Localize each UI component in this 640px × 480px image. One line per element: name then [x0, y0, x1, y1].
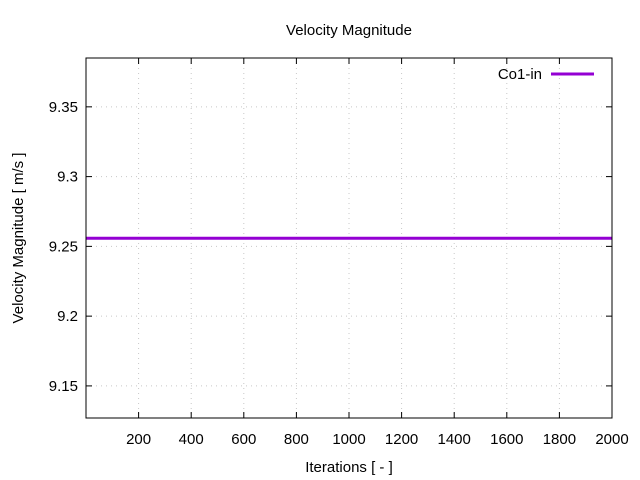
x-tick-label: 1000 — [332, 431, 365, 448]
x-tick-label: 800 — [284, 431, 309, 448]
x-tick-label: 200 — [126, 431, 151, 448]
y-tick-label: 9.35 — [49, 99, 78, 116]
legend: Co1-in — [498, 66, 594, 83]
y-tick-label: 9.2 — [57, 308, 78, 325]
x-tick-label: 1200 — [385, 431, 418, 448]
x-axis-label: Iterations [ - ] — [305, 459, 393, 476]
y-tick-label: 9.25 — [49, 238, 78, 255]
y-axis-label: Velocity Magnitude [ m/s ] — [10, 153, 27, 324]
x-tick-label: 1400 — [438, 431, 471, 448]
x-tick-label: 1600 — [490, 431, 523, 448]
chart-title: Velocity Magnitude — [286, 22, 412, 39]
y-tick-label: 9.15 — [49, 378, 78, 395]
x-tick-label: 1800 — [543, 431, 576, 448]
plot-border — [85, 57, 613, 419]
axis-ticks: 200 400 600 800 1000 1200 1400 1600 1800 2000 9.15… — [49, 58, 629, 448]
x-tick-label: 600 — [231, 431, 256, 448]
x-tick-label: 400 — [179, 431, 204, 448]
x-tick-label: 2000 — [595, 431, 628, 448]
legend-label: Co1-in — [498, 66, 542, 83]
y-tick-label: 9.3 — [57, 169, 78, 186]
